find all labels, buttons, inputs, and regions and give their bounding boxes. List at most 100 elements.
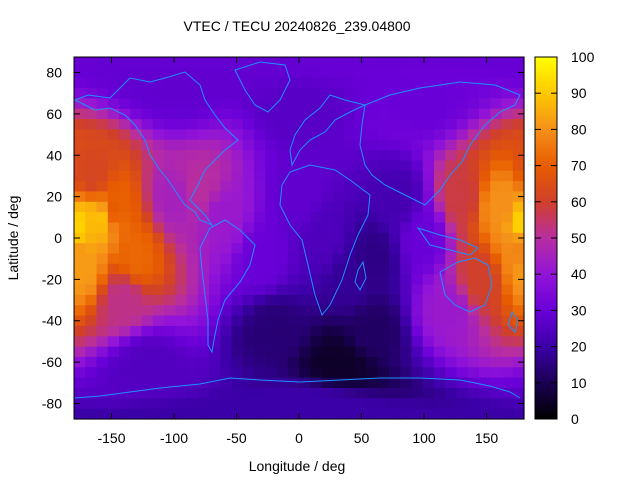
heatmap-cell [74, 336, 86, 348]
heatmap-cell [119, 212, 131, 224]
heatmap-cell [220, 243, 233, 255]
heatmap-cell [490, 170, 503, 182]
heatmap-cell [119, 67, 131, 79]
heatmap-cell [152, 139, 165, 151]
heatmap-cell [467, 274, 480, 286]
heatmap-cell [355, 377, 368, 389]
heatmap-cell [355, 243, 368, 255]
heatmap-cell [276, 108, 289, 120]
heatmap-cell [389, 377, 401, 389]
heatmap-cell [231, 139, 244, 151]
heatmap-cell [186, 387, 199, 399]
heatmap-cell [74, 408, 86, 420]
heatmap-cell [96, 212, 109, 224]
heatmap-cell [467, 201, 480, 213]
heatmap-cell [209, 305, 221, 317]
heatmap-cell [186, 232, 199, 244]
heatmap-cell [231, 274, 244, 286]
heatmap-cell [445, 325, 458, 337]
heatmap-cell [310, 263, 323, 275]
heatmap-cell [490, 57, 503, 68]
heatmap-cell [209, 170, 221, 182]
heatmap-cell [344, 387, 356, 399]
heatmap-cell [434, 284, 446, 296]
heatmap-cell [130, 325, 143, 337]
heatmap-cell [96, 367, 109, 379]
colorbar-tick-label: 100 [571, 49, 595, 65]
heatmap-cell [152, 150, 165, 162]
colorbar-tick-label: 10 [571, 375, 587, 391]
plot-area [73, 57, 525, 420]
heatmap-cell [74, 305, 86, 317]
heatmap-cell [344, 408, 356, 420]
heatmap-cell [310, 387, 323, 399]
heatmap-cell [467, 181, 480, 193]
heatmap-cell [85, 139, 98, 151]
heatmap-cell [197, 253, 210, 265]
heatmap-cell [490, 315, 503, 327]
heatmap-cell [377, 139, 390, 151]
heatmap-cell [186, 139, 199, 151]
heatmap-cell [209, 243, 221, 255]
heatmap-cell [242, 67, 255, 79]
heatmap-cell [501, 408, 514, 420]
heatmap-cell [152, 181, 165, 193]
heatmap-cell [220, 315, 233, 327]
heatmap-cell [231, 263, 244, 275]
heatmap-cell [445, 119, 458, 130]
heatmap-cell [175, 191, 188, 203]
heatmap-cell [456, 160, 469, 172]
heatmap-cell [479, 336, 491, 348]
heatmap-cell [231, 305, 244, 317]
heatmap-cell [164, 98, 176, 110]
heatmap-cell [355, 212, 368, 224]
heatmap-cell [85, 325, 98, 337]
heatmap-cell [119, 57, 131, 68]
heatmap-cell [389, 356, 401, 368]
heatmap-cell [377, 263, 390, 275]
heatmap-cell [74, 181, 86, 193]
heatmap-cell [265, 212, 278, 224]
heatmap-cell [107, 387, 120, 399]
heatmap-cell [276, 408, 289, 420]
heatmap-cell [276, 160, 289, 172]
heatmap-cell [85, 160, 98, 172]
heatmap-cell [501, 243, 514, 255]
heatmap-cell [130, 212, 143, 224]
heatmap-cell [456, 294, 469, 306]
heatmap-cell [265, 315, 278, 327]
heatmap-cell [175, 263, 188, 275]
heatmap-cell [265, 294, 278, 306]
heatmap-cell [422, 139, 435, 151]
heatmap-cell [119, 367, 131, 379]
heatmap-cell [141, 294, 154, 306]
heatmap-cell [344, 305, 356, 317]
heatmap-cell [186, 253, 199, 265]
heatmap-cell [74, 222, 86, 234]
heatmap-cell [96, 139, 109, 151]
heatmap-cell [456, 336, 469, 348]
heatmap-cell [389, 284, 401, 296]
heatmap-cell [130, 243, 143, 255]
heatmap-cell [254, 160, 266, 172]
heatmap-cell [74, 253, 86, 265]
heatmap-cell [299, 356, 311, 368]
heatmap-cell [287, 88, 300, 99]
heatmap-cell [512, 325, 525, 337]
heatmap-cell [242, 305, 255, 317]
heatmap-cell [242, 377, 255, 389]
heatmap-cell [479, 232, 491, 244]
heatmap-cell [175, 232, 188, 244]
heatmap-cell [434, 181, 446, 193]
heatmap-cell [242, 408, 255, 420]
heatmap-cell [209, 263, 221, 275]
heatmap-cell [467, 408, 480, 420]
heatmap-cell [479, 191, 491, 203]
heatmap-cell [411, 67, 424, 79]
heatmap-cell [141, 222, 154, 234]
heatmap-cell [434, 398, 446, 410]
heatmap-cell [254, 98, 266, 110]
heatmap-cell [85, 377, 98, 389]
heatmap-cell [355, 367, 368, 379]
heatmap-cell [242, 139, 255, 151]
